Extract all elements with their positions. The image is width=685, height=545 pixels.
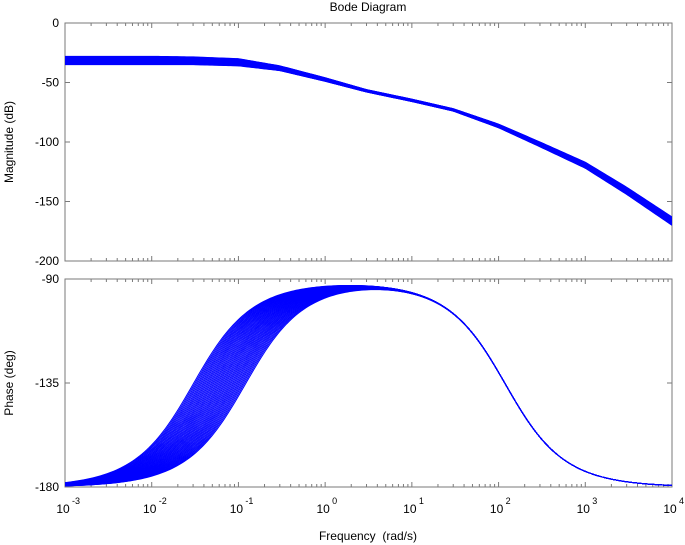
magnitude-series-group [65, 55, 672, 226]
frequency-tick-label: 10 [490, 502, 504, 516]
frequency-tick-label: 10 [403, 502, 417, 516]
frequency-tick-label: 10 [143, 502, 157, 516]
frequency-xlabel: Frequency (rad/s) [319, 529, 417, 543]
phase-ylabel: Phase (deg) [2, 350, 16, 415]
frequency-tick-label: 10 [663, 502, 677, 516]
phase-ytick-label: -135 [35, 376, 59, 390]
frequency-tick-exponent: -1 [245, 496, 253, 506]
frequency-tick-label: 10 [230, 502, 244, 516]
frequency-tick-exponent: 3 [592, 496, 597, 506]
frequency-tick-exponent: 1 [419, 496, 424, 506]
magnitude-ytick-label: -200 [35, 254, 59, 268]
frequency-tick-exponent: -2 [159, 496, 167, 506]
phase-ytick-labels: -90 -135 -180 [35, 272, 59, 494]
chart-title: Bode Diagram [330, 0, 407, 14]
magnitude-series-line [65, 64, 672, 226]
magnitude-ytick-label: -100 [35, 135, 59, 149]
frequency-tick-exponent: 2 [506, 496, 511, 506]
magnitude-ylabel: Magnitude (dB) [2, 101, 16, 183]
phase-ytick-label: -180 [35, 480, 59, 494]
magnitude-ytick-label: -150 [35, 195, 59, 209]
frequency-tick-exponent: 4 [679, 496, 684, 506]
frequency-tick-label: 10 [56, 502, 70, 516]
phase-plot: -90-135-180 10-310-210-1100101102103104 … [2, 272, 684, 543]
frequency-tick-exponent: 0 [332, 496, 337, 506]
frequency-tick-label: 10 [577, 502, 591, 516]
phase-ticks [64, 278, 672, 488]
frequency-tick-label: 10 [316, 502, 330, 516]
magnitude-ytick-label: -50 [42, 76, 60, 90]
magnitude-ytick-label: 0 [52, 16, 59, 30]
phase-series-line [65, 289, 672, 487]
phase-ytick-label: -90 [42, 272, 60, 286]
frequency-tick-exponent: -3 [72, 496, 80, 506]
magnitude-ytick-labels: 0 -50 -100 -150 -200 [35, 16, 59, 268]
magnitude-plot: Bode Diagram 0 -50 -100 -150 -200 Magnitude … [2, 0, 673, 268]
phase-series-group [65, 284, 672, 487]
magnitude-ticks [64, 22, 672, 262]
